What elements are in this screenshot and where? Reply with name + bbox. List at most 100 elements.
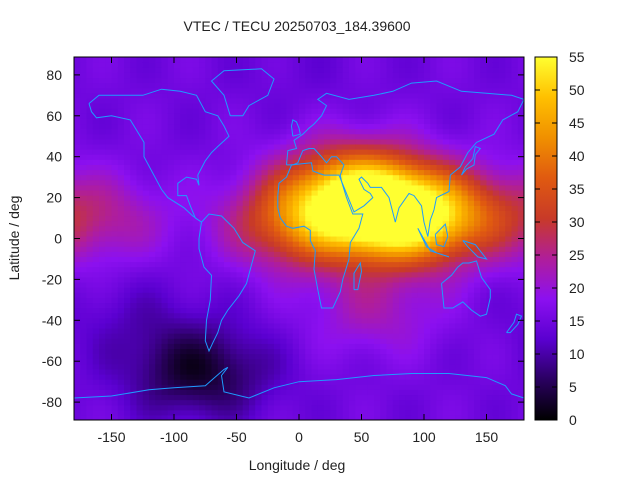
heatmap-cell	[180, 159, 188, 165]
heatmap-cell	[136, 184, 144, 191]
heatmap-cell	[305, 312, 313, 319]
heatmap-cell	[330, 358, 338, 365]
heatmap-cell	[374, 312, 381, 319]
heatmap-cell	[386, 103, 394, 109]
heatmap-cell	[155, 379, 163, 385]
heatmap-cell	[249, 87, 256, 94]
heatmap-cell	[480, 389, 488, 396]
heatmap-cell	[199, 92, 206, 99]
heatmap-cell	[336, 200, 344, 206]
heatmap-cell	[205, 353, 213, 360]
heatmap-cell	[324, 292, 331, 298]
heatmap-cell	[486, 138, 494, 145]
heatmap-cell	[242, 149, 250, 155]
heatmap-cell	[99, 251, 106, 257]
heatmap-cell	[261, 338, 269, 344]
heatmap-cell	[399, 373, 406, 380]
heatmap-cell	[499, 200, 506, 206]
heatmap-cell	[267, 312, 275, 319]
heatmap-cell	[124, 384, 131, 390]
heatmap-cell	[224, 200, 231, 206]
heatmap-cell	[186, 149, 194, 155]
heatmap-cell	[499, 123, 506, 130]
heatmap-cell	[417, 189, 425, 196]
heatmap-cell	[405, 143, 413, 150]
heatmap-cell	[142, 67, 150, 73]
heatmap-cell	[505, 159, 513, 165]
heatmap-cell	[455, 113, 463, 119]
heatmap-cell	[80, 287, 88, 293]
heatmap-cell	[436, 338, 444, 344]
heatmap-cell	[255, 128, 263, 135]
heatmap-cell	[86, 97, 94, 104]
heatmap-cell	[205, 138, 213, 145]
heatmap-cell	[286, 358, 294, 365]
heatmap-cell	[386, 373, 394, 380]
heatmap-cell	[236, 210, 244, 217]
heatmap-cell	[355, 159, 363, 165]
heatmap-cell	[330, 389, 338, 396]
heatmap-cell	[492, 200, 500, 206]
heatmap-cell	[361, 322, 369, 329]
heatmap-cell	[155, 72, 163, 79]
heatmap-cell	[192, 123, 200, 130]
heatmap-cell	[299, 159, 306, 165]
heatmap-cell	[186, 368, 194, 375]
heatmap-cell	[417, 338, 425, 344]
heatmap-cell	[105, 179, 113, 186]
heatmap-cell	[174, 292, 181, 298]
heatmap-cell	[436, 169, 444, 176]
heatmap-cell	[486, 333, 494, 339]
heatmap-cell	[161, 271, 169, 278]
heatmap-cell	[492, 414, 500, 420]
heatmap-cell	[367, 174, 375, 181]
heatmap-cell	[361, 399, 369, 406]
heatmap-cell	[142, 200, 150, 206]
heatmap-cell	[130, 133, 138, 140]
heatmap-cell	[92, 389, 100, 396]
heatmap-cell	[480, 169, 488, 176]
heatmap-cell	[305, 348, 313, 355]
heatmap-cell	[505, 164, 513, 171]
heatmap-cell	[149, 128, 156, 135]
heatmap-cell	[274, 62, 281, 68]
heatmap-cell	[305, 368, 313, 375]
heatmap-cell	[374, 281, 381, 288]
heatmap-cell	[142, 128, 150, 135]
heatmap-cell	[80, 333, 88, 339]
heatmap-cell	[130, 77, 138, 84]
heatmap-cell	[280, 154, 288, 160]
heatmap-cell	[174, 67, 181, 73]
heatmap-cell	[317, 271, 325, 278]
heatmap-cell	[424, 333, 431, 339]
heatmap-cell	[74, 77, 81, 84]
heatmap-cell	[99, 373, 106, 380]
heatmap-cell	[280, 200, 288, 206]
heatmap-cell	[92, 241, 100, 247]
heatmap-cell	[449, 159, 456, 165]
heatmap-cell	[99, 235, 106, 242]
heatmap-cell	[480, 210, 488, 217]
heatmap-cell	[167, 195, 175, 201]
heatmap-cell	[499, 225, 506, 232]
heatmap-cell	[242, 246, 250, 252]
heatmap-cell	[149, 235, 156, 242]
heatmap-cell	[386, 169, 394, 176]
heatmap-cell	[430, 174, 438, 181]
heatmap-cell	[86, 133, 94, 140]
heatmap-cell	[417, 195, 425, 201]
heatmap-cell	[149, 292, 156, 298]
heatmap-cell	[461, 189, 469, 196]
heatmap-cell	[174, 118, 181, 125]
heatmap-cell	[267, 348, 275, 355]
heatmap-cell	[417, 179, 425, 186]
heatmap-cell	[205, 261, 213, 268]
heatmap-cell	[405, 128, 413, 135]
heatmap-cell	[299, 256, 306, 263]
heatmap-cell	[167, 138, 175, 145]
heatmap-cell	[80, 87, 88, 94]
heatmap-cell	[267, 128, 275, 135]
heatmap-cell	[499, 241, 506, 247]
heatmap-cell	[124, 312, 131, 319]
heatmap-cell	[449, 123, 456, 130]
